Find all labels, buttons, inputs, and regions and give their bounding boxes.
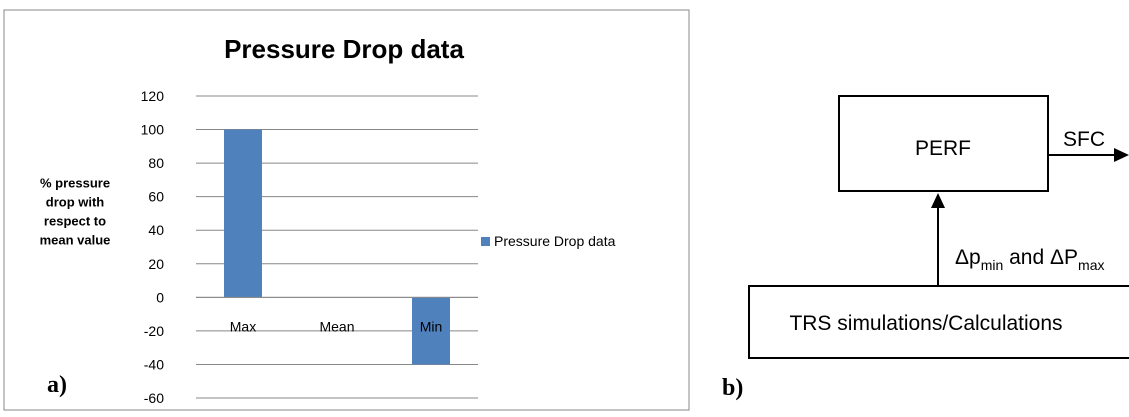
perf-label: PERF: [915, 137, 971, 160]
trs-label: TRS simulations/Calculations: [789, 312, 1062, 335]
y-tick-label: -20: [144, 323, 164, 339]
y-axis-label-line: mean value: [40, 233, 111, 248]
y-tick-label: 0: [156, 289, 164, 305]
x-tick-labels: Max Mean Min: [230, 318, 443, 334]
y-tick-label: -40: [144, 356, 164, 372]
output-label: SFC: [1063, 128, 1105, 151]
chart-title: Pressure Drop data: [224, 34, 464, 64]
y-tick-label: 60: [148, 189, 164, 205]
bar-max: [224, 129, 262, 298]
legend-swatch: [481, 237, 490, 246]
delta-p-min-subscript: min: [981, 257, 1004, 273]
y-tick-label: 40: [148, 222, 164, 238]
legend-label: Pressure Drop data: [494, 233, 616, 249]
delta-p-max-subscript: max: [1078, 257, 1104, 273]
y-tick-label: 120: [141, 88, 165, 104]
trs-box: [748, 285, 1129, 359]
input-arrow-head: [931, 193, 945, 208]
perf-box: [838, 95, 1049, 192]
arrow-label: Δpmin and ΔPmax: [955, 246, 1105, 273]
bars: [224, 129, 450, 365]
y-tick-label: 80: [148, 155, 164, 171]
x-tick-label: Max: [230, 318, 256, 334]
y-axis-label: % pressure drop with respect to mean value: [40, 176, 111, 248]
delta-p-min-symbol: Δp: [955, 246, 981, 269]
panel-a-label: a): [47, 372, 67, 398]
y-tick-label: -60: [144, 390, 164, 406]
y-axis-label-line: respect to: [44, 214, 106, 229]
x-tick-label: Mean: [319, 318, 354, 334]
y-tick-labels: 120 100 80 60 40 20 0 -20 -40 -60: [141, 88, 165, 406]
chart-frame: [3, 9, 690, 411]
output-arrow-head: [1114, 148, 1129, 162]
x-tick-label: Min: [420, 318, 443, 334]
y-axis-label-line: % pressure: [40, 176, 110, 191]
arrow-label-conjunction: and: [1003, 246, 1050, 269]
y-axis-label-line: drop with: [46, 195, 105, 210]
y-tick-label: 100: [141, 122, 165, 138]
delta-p-max-symbol: ΔP: [1050, 246, 1078, 269]
bar-min: [412, 297, 450, 365]
panel-b-label: b): [722, 375, 743, 401]
y-tick-label: 20: [148, 256, 164, 272]
